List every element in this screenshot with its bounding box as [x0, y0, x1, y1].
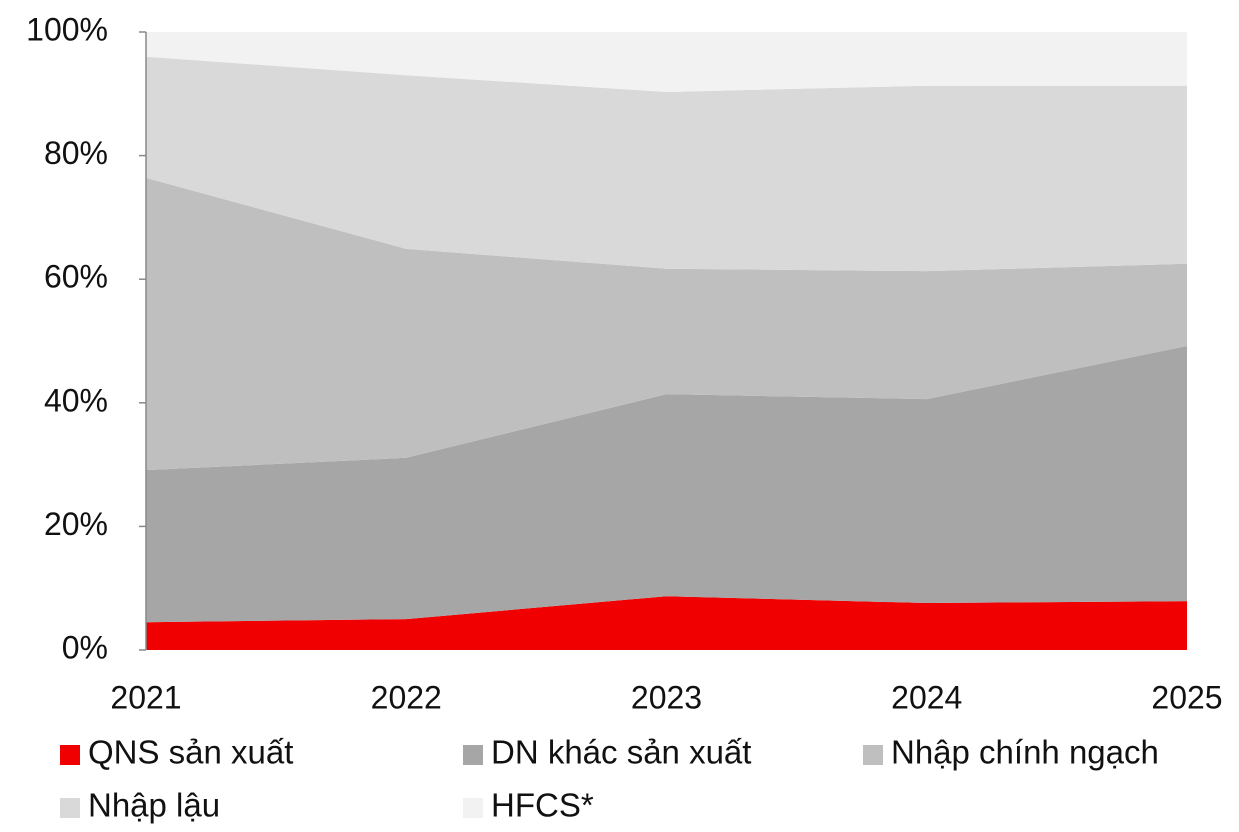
y-tick-label: 20%	[44, 506, 108, 542]
area	[146, 56, 1187, 272]
legend-label: Nhập chính ngạch	[891, 734, 1159, 771]
y-tick-label: 0%	[62, 629, 108, 665]
x-tick-label: 2022	[371, 679, 442, 715]
x-tick-label: 2024	[891, 679, 962, 715]
legend-label: QNS sản xuất	[88, 734, 293, 771]
y-tick-label: 100%	[26, 11, 108, 47]
legend-swatch	[463, 798, 483, 818]
x-tick-label: 2025	[1151, 679, 1222, 715]
y-tick-label: 80%	[44, 135, 108, 171]
legend-swatch	[60, 745, 80, 765]
y-tick-label: 40%	[44, 382, 108, 418]
x-tick-label: 2021	[110, 679, 181, 715]
area	[146, 32, 1187, 92]
legend-swatch	[60, 798, 80, 818]
legend-label: DN khác sản xuất	[491, 734, 751, 771]
y-tick-label: 60%	[44, 259, 108, 295]
legend-label: Nhập lậu	[88, 787, 220, 824]
area	[146, 177, 1187, 471]
legend-label: HFCS*	[491, 787, 594, 824]
legend-swatch	[863, 745, 883, 765]
legend-swatch	[463, 745, 483, 765]
area	[146, 596, 1187, 650]
x-tick-label: 2023	[631, 679, 702, 715]
area	[146, 345, 1187, 623]
